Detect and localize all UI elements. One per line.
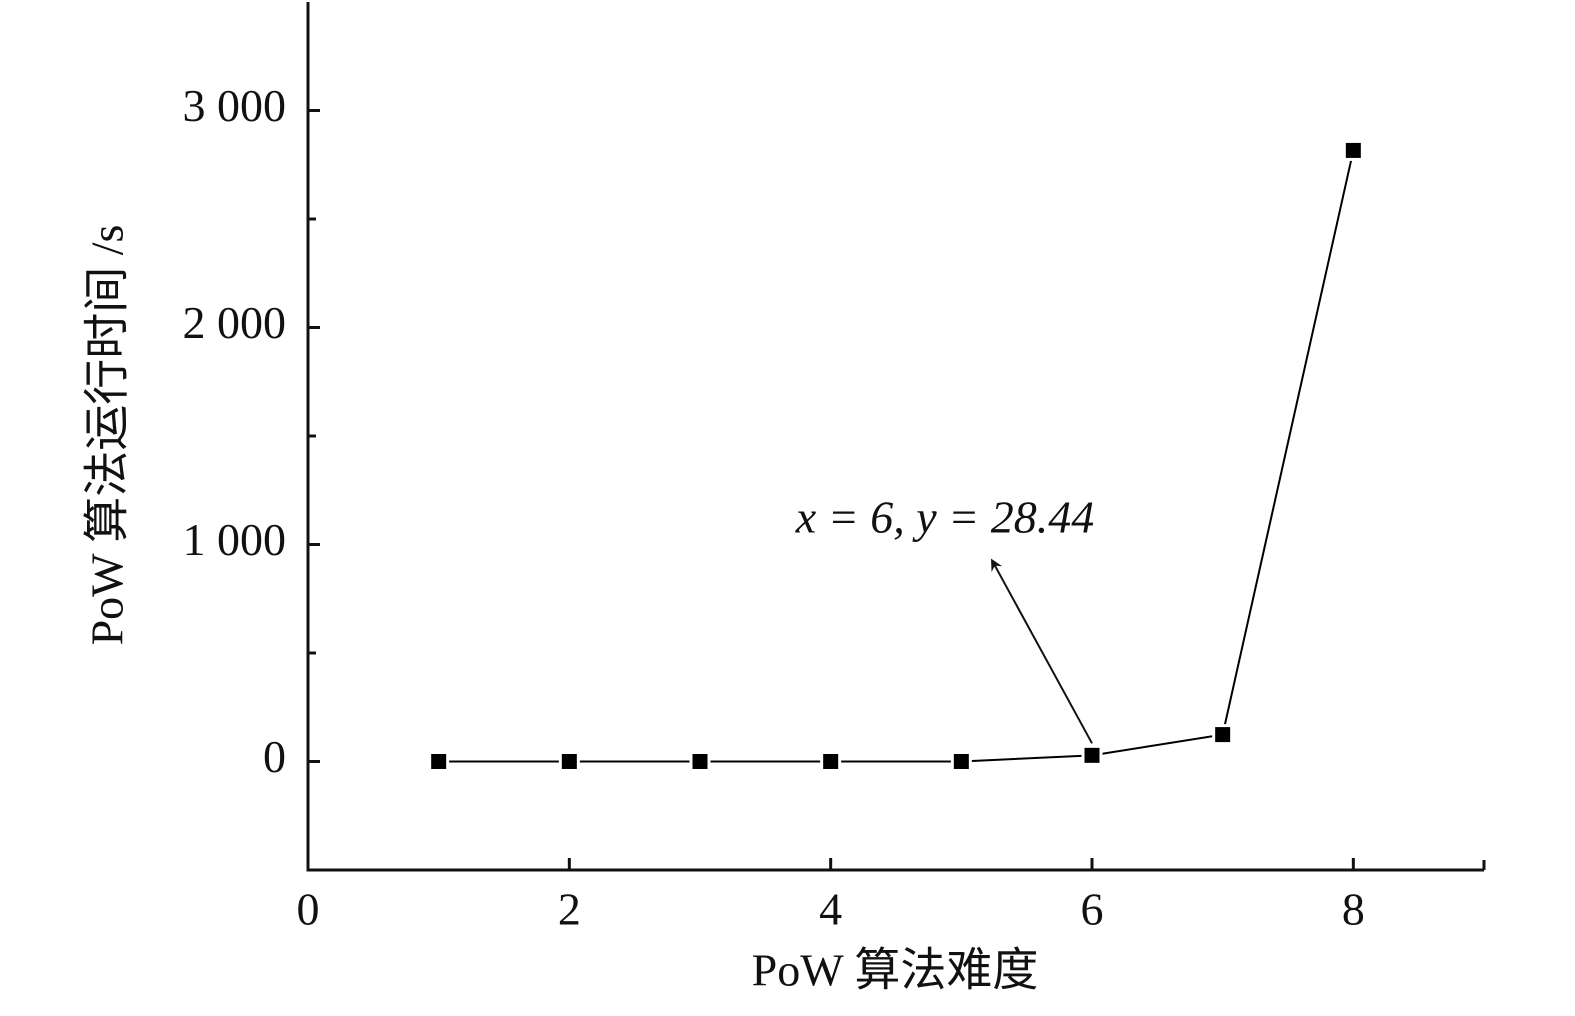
marker — [1081, 744, 1103, 766]
x-tick-label: 8 — [1342, 884, 1365, 935]
data-line — [438, 150, 1355, 763]
marker — [689, 751, 711, 772]
y-tick-label: 2 000 — [183, 297, 287, 348]
marker — [1342, 139, 1364, 161]
annotation-arrow — [991, 558, 1093, 744]
marker — [428, 751, 450, 772]
x-axis-label: PoW 算法难度 — [752, 945, 1039, 996]
marker — [558, 751, 580, 772]
axis-line — [306, 2, 1484, 872]
y-tick-label: 1 000 — [183, 514, 287, 565]
marker — [1212, 724, 1234, 746]
marker — [950, 751, 972, 772]
y-axis-label: PoW 算法运行时间 /s — [82, 225, 133, 646]
x-tick-label: 6 — [1081, 884, 1104, 935]
x-tick-label: 2 — [558, 884, 581, 935]
y-tick-label: 3 000 — [183, 80, 287, 131]
y-tick-label: 0 — [263, 731, 286, 782]
x-tick-label: 0 — [297, 884, 320, 935]
x-tick-label: 4 — [819, 884, 842, 935]
annotation: x = 6, y = 28.44 — [795, 492, 1094, 543]
marker — [820, 751, 842, 772]
